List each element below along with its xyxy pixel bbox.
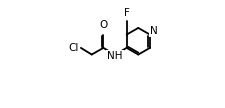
Text: F: F bbox=[123, 8, 129, 18]
Text: O: O bbox=[99, 20, 107, 30]
Text: NH: NH bbox=[107, 51, 122, 61]
Text: Cl: Cl bbox=[68, 43, 79, 53]
Text: N: N bbox=[150, 26, 157, 36]
